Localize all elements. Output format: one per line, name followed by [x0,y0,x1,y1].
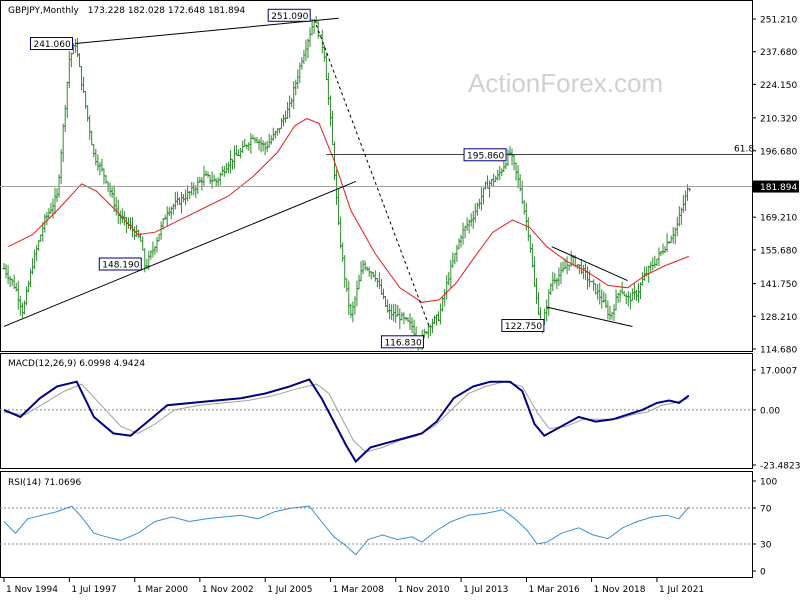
rsi-layer [0,505,752,556]
x-tick-label: 1 Mar 2008 [333,585,385,595]
price-annotation-box [380,335,424,349]
price-annotation-label: 122.750 [505,322,542,332]
price-annotation-label: 195.860 [467,151,504,161]
rsi-ytick-label: 30 [760,541,772,551]
macd-ytick-label: -23.4823 [760,462,800,472]
rsi-line [3,505,690,556]
price-panel-frame [0,0,753,352]
trendline [546,306,633,327]
price-annotation-box [29,37,73,51]
price-ytick-label: 237.680 [760,48,797,58]
price-ytick-label: 210.320 [760,114,797,124]
rsi-panel-title: RSI(14) 71.0696 [8,478,81,488]
price-ytick-label: 251.210 [760,16,797,26]
moving-average-line [7,118,689,303]
macd-line [3,378,690,464]
rsi-panel-frame [0,471,753,578]
trendline [313,19,430,327]
price-annotation-label: 251.090 [271,12,308,22]
rsi-ytick-label: 100 [760,478,777,488]
x-axis-labels: 1 Nov 1994 1 Jul 1997 1 Mar 2000 1 Nov 2002… [3,578,704,595]
price-ytick-label: 155.680 [760,246,797,256]
symbol-label: GBPJPY,Monthly [8,6,80,16]
rsi-ytick-label: 70 [760,505,772,515]
price-panel-title: GBPJPY,Monthly 173.228 182.028 172.648 1… [8,6,245,16]
price-annotation-box [98,257,142,271]
macd-layer [0,378,752,464]
trendline [75,17,339,45]
macd-ytick-label: 17.0007 [760,367,797,377]
price-ytick-label: 114.680 [760,346,797,356]
x-tick-label: 1 Mar 2016 [528,585,580,595]
current-price-tag [753,180,799,193]
trendline [3,180,357,327]
rsi-ytick-label: 0 [760,568,766,578]
price-ytick-label: 141.750 [760,280,797,290]
price-annotation-label: 241.060 [33,40,70,50]
macd-ytick-label: 0.00 [760,406,780,416]
x-tick-label: 1 Nov 1994 [6,585,58,595]
x-tick-label: 1 Jul 2013 [463,585,508,595]
x-tick-label: 1 Nov 2010 [398,585,450,595]
price-annotation-box [267,8,311,22]
macd-panel-title: MACD(12,26,9) 6.0998 4.9424 [8,359,145,369]
x-tick-label: 1 Jul 2005 [267,585,312,595]
price-layer: 61.8 251.090 241.060 148.190 195.860 116.830 1… [0,8,754,351]
trendline [551,246,628,282]
y-axis-labels: 181.894 251.210 237.680 224.150 210.320 196.6… [752,16,800,578]
x-tick-label: 1 Jul 2021 [659,585,704,595]
price-ytick-label: 128.210 [760,313,797,323]
price-ytick-label: 196.680 [760,147,797,157]
x-tick-label: 1 Jul 1997 [71,585,116,595]
price-annotation-box [501,318,545,332]
current-price-tag-label: 181.894 [760,183,797,193]
x-tick-label: 1 Nov 2002 [202,585,254,595]
x-tick-label: 1 Mar 2000 [137,585,189,595]
fib-618-label: 61.8 [734,144,754,154]
price-annotation-box [463,148,507,162]
watermark: ActionForex.com [468,68,663,98]
price-ytick-label: 224.150 [760,81,797,91]
price-annotation-label: 116.830 [384,338,421,348]
x-tick-label: 1 Nov 2018 [594,585,646,595]
price-annotation-label: 148.190 [102,261,139,271]
price-ytick-label: 169.210 [760,214,797,224]
macd-signal-line [3,381,689,453]
ohlc-values: 173.228 182.028 172.648 181.894 [88,6,246,16]
